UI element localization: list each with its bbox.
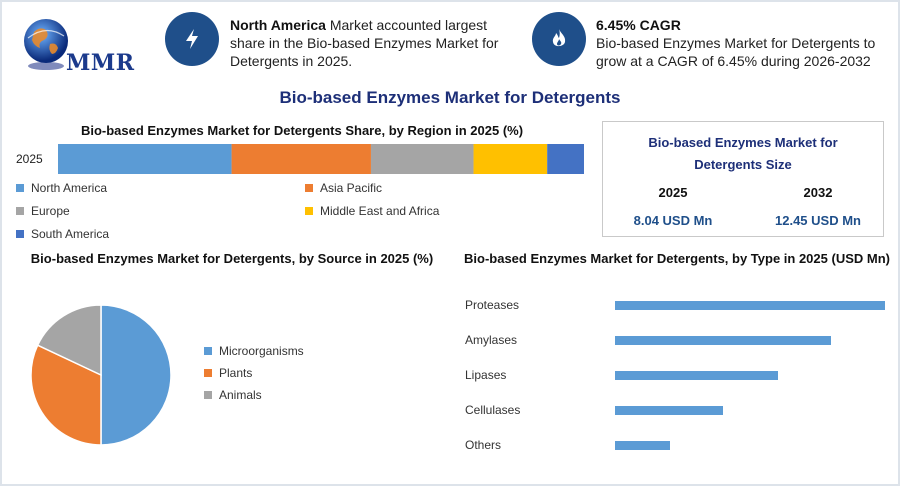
market-size-box: Bio-based Enzymes Market for Detergents … — [602, 121, 884, 237]
market-size-title: Bio-based Enzymes Market for Detergents … — [648, 135, 838, 172]
highlight-1-text: North America Market accounted largest s… — [230, 17, 499, 69]
market-size-value-2: 12.45 USD Mn — [775, 213, 861, 228]
legend-swatch — [16, 230, 24, 238]
legend-swatch — [16, 184, 24, 192]
legend-item-europe: Europe — [16, 204, 70, 218]
type-bar-cellulases — [615, 405, 723, 415]
legend-swatch — [204, 391, 212, 399]
legend-label: Plants — [219, 366, 253, 380]
lightning-icon — [186, 29, 198, 49]
legend-label: South America — [31, 227, 110, 241]
type-bar-amylases — [615, 335, 831, 345]
region-chart-title: Bio-based Enzymes Market for Detergents … — [80, 123, 524, 138]
legend-item-south-america: South America — [16, 227, 109, 241]
market-size-value-1: 8.04 USD Mn — [633, 213, 713, 228]
legend-item-plants: Plants — [204, 366, 354, 380]
mmr-logo: MMR — [16, 14, 146, 86]
legend-item-north-america: North America — [16, 181, 107, 195]
legend-swatch — [305, 184, 313, 192]
type-bar-chart: Proteases Amylases Lipases Cellulases Others — [462, 289, 892, 464]
region-segment-middle-east-and-africa — [473, 144, 548, 174]
region-segment-europe — [370, 144, 474, 174]
region-legend: North America Asia Pacific Europe Middle Ea… — [16, 181, 576, 241]
region-stacked-bar — [58, 144, 584, 174]
legend-label: Europe — [31, 204, 70, 218]
region-segment-asia-pacific — [231, 144, 371, 174]
pie-slice-plants — [30, 344, 102, 446]
legend-item-microorganisms: Microorganisms — [204, 344, 354, 358]
highlight-2-text: 6.45% CAGR Bio-based Enzymes Market for … — [596, 17, 876, 69]
flame-icon — [552, 29, 566, 47]
market-size-year-2: 2032 — [803, 185, 833, 200]
main-title: Bio-based Enzymes Market for Detergents — [279, 88, 621, 107]
region-chart-category: 2025 — [16, 152, 43, 166]
type-bar-proteases — [615, 300, 885, 310]
type-bar-label-cellulases: Cellulases — [465, 403, 521, 417]
legend-item-animals: Animals — [204, 388, 354, 402]
globe-icon — [24, 19, 68, 70]
type-bar-label-proteases: Proteases — [465, 298, 520, 312]
highlight-1-icon-badge — [165, 12, 219, 66]
legend-label: Animals — [219, 388, 262, 402]
legend-label: Asia Pacific — [320, 181, 383, 195]
legend-item-asia-pacific: Asia Pacific — [305, 181, 382, 195]
source-legend: Microorganisms Plants Animals — [204, 344, 354, 410]
type-bar-label-lipases: Lipases — [465, 368, 507, 382]
legend-swatch — [16, 207, 24, 215]
type-bar-label-amylases: Amylases — [465, 333, 518, 347]
region-segment-north-america — [58, 144, 232, 174]
source-chart-title: Bio-based Enzymes Market for Detergents,… — [30, 251, 434, 266]
type-bar-lipases — [615, 370, 778, 380]
pie-slice-microorganisms — [100, 304, 172, 446]
legend-label: Middle East and Africa — [320, 204, 440, 218]
legend-label: North America — [31, 181, 108, 195]
type-bar-others — [615, 440, 670, 450]
legend-label: Microorganisms — [219, 344, 304, 358]
market-size-year-1: 2025 — [658, 185, 688, 200]
region-segment-south-america — [547, 144, 584, 174]
type-bar-label-others: Others — [465, 438, 502, 452]
legend-item-middle-east-and-africa: Middle East and Africa — [305, 204, 439, 218]
logo-text: MMR — [66, 50, 135, 76]
highlight-2-icon-badge — [532, 12, 586, 66]
legend-swatch — [204, 347, 212, 355]
type-chart-title: Bio-based Enzymes Market for Detergents,… — [464, 251, 890, 266]
pie-slice-animals — [36, 304, 102, 377]
legend-swatch — [204, 369, 212, 377]
source-pie-chart — [30, 304, 172, 446]
legend-swatch — [305, 207, 313, 215]
